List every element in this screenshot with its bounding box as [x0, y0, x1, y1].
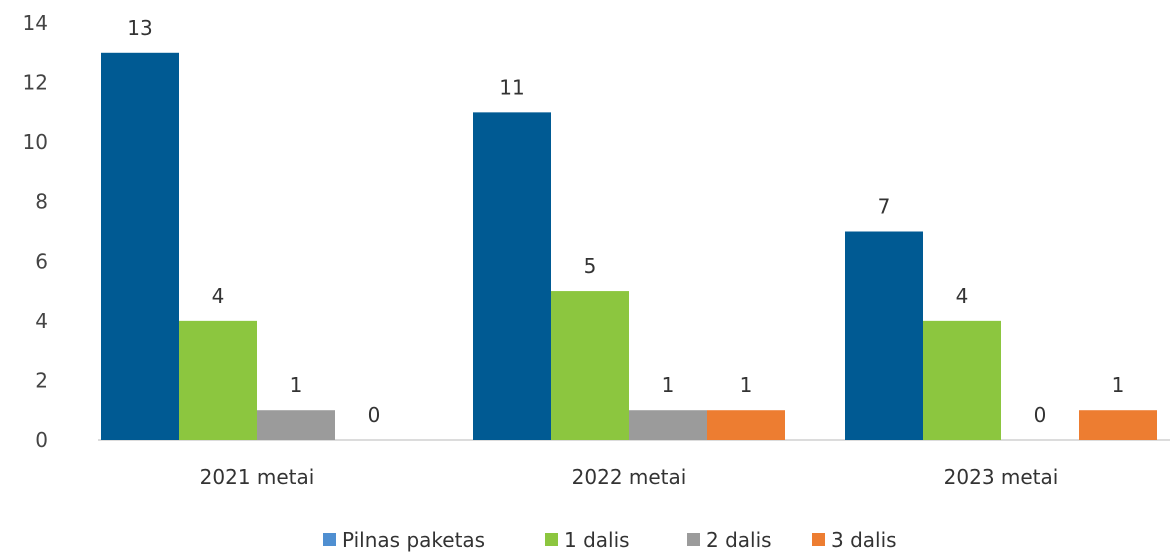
- y-tick-label: 14: [23, 11, 48, 35]
- data-label: 1: [290, 373, 303, 397]
- x-tick-label: 2022 metai: [572, 465, 687, 489]
- bar: [629, 410, 707, 440]
- data-label: 7: [878, 195, 891, 219]
- y-axis: 0 2 4 6 8 10 12 14: [23, 11, 48, 452]
- legend-swatch: [812, 533, 825, 546]
- y-tick-label: 10: [23, 130, 48, 154]
- data-label: 0: [368, 403, 381, 427]
- y-tick-label: 6: [35, 249, 48, 273]
- data-label: 11: [499, 75, 524, 99]
- legend-label: 2 dalis: [706, 528, 772, 552]
- legend-label: Pilnas paketas: [342, 528, 485, 552]
- legend-swatch: [687, 533, 700, 546]
- bar: [551, 291, 629, 440]
- legend-swatch: [323, 533, 336, 546]
- data-label: 5: [584, 254, 597, 278]
- bar: [257, 410, 335, 440]
- bar: [101, 52, 179, 441]
- data-label: 0: [1034, 403, 1047, 427]
- data-label: 1: [740, 373, 753, 397]
- x-tick-label: 2023 metai: [944, 465, 1059, 489]
- bar: [179, 320, 257, 440]
- bar: [473, 112, 551, 440]
- data-label: 4: [212, 284, 225, 308]
- data-label: 1: [1112, 373, 1125, 397]
- y-tick-label: 2: [35, 368, 48, 392]
- x-tick-label: 2021 metai: [200, 465, 315, 489]
- y-tick-label: 0: [35, 428, 48, 452]
- y-tick-label: 4: [35, 309, 48, 333]
- bars: [101, 52, 1157, 441]
- bar: [923, 320, 1001, 440]
- y-tick-label: 8: [35, 190, 48, 214]
- legend-label: 3 dalis: [831, 528, 897, 552]
- bar: [707, 410, 785, 440]
- legend: Pilnas paketas 1 dalis 2 dalis 3 dalis: [323, 528, 897, 552]
- data-label: 1: [662, 373, 675, 397]
- x-axis-categories: 2021 metai 2022 metai 2023 metai: [200, 465, 1059, 489]
- bar: [1079, 410, 1157, 440]
- y-tick-label: 12: [23, 71, 48, 95]
- legend-label: 1 dalis: [564, 528, 630, 552]
- bar: [845, 231, 923, 440]
- data-label: 4: [956, 284, 969, 308]
- data-label: 13: [127, 16, 152, 40]
- legend-swatch: [545, 533, 558, 546]
